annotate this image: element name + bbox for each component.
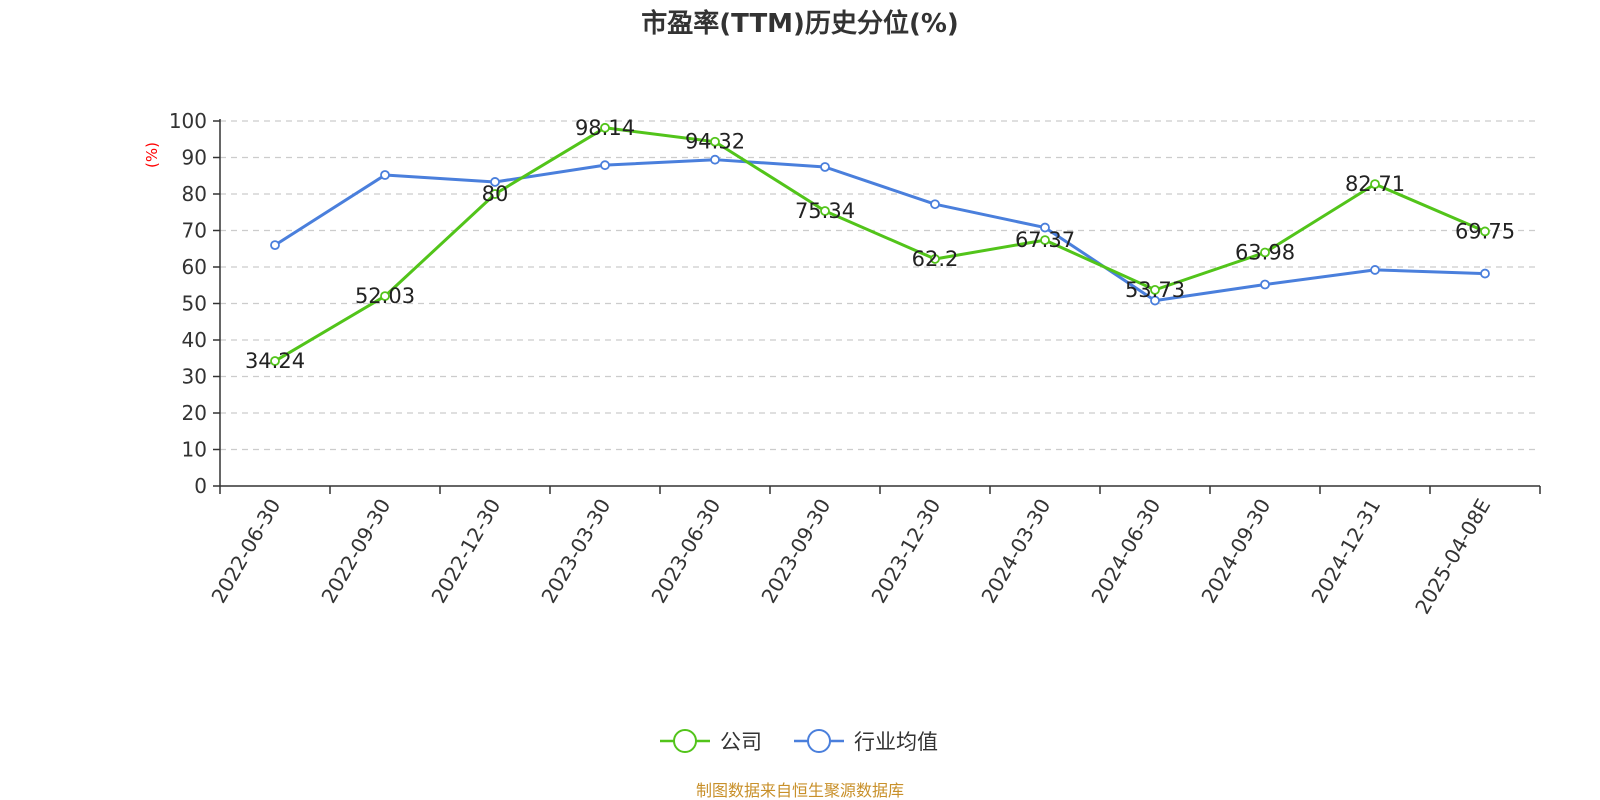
data-point[interactable] [1260, 279, 1270, 290]
x-tick-label: 2024-03-30 [976, 495, 1055, 608]
y-tick-label: 30 [182, 365, 207, 389]
data-point[interactable] [380, 170, 390, 180]
data-label: 67.37 [1015, 228, 1075, 252]
series-line [274, 158, 1486, 303]
x-tick-labels: 2022-06-30 2022-09-30 2022-12-30 2023-03-30… [206, 495, 1495, 619]
data-label: 82.71 [1345, 172, 1405, 196]
legend-label: 公司 [720, 730, 762, 754]
legend-marker [673, 729, 697, 753]
x-tick-label: 2023-06-30 [646, 495, 725, 608]
data-point[interactable] [380, 291, 390, 301]
data-point[interactable] [710, 136, 720, 147]
y-tick-label: 20 [182, 401, 207, 425]
source-note: 制图数据来自恒生聚源数据库 [696, 781, 904, 800]
data-point[interactable] [270, 240, 280, 251]
y-axis-label: (%) [143, 142, 161, 168]
data-point[interactable] [1150, 284, 1160, 295]
y-tick-label: 0 [194, 474, 207, 498]
y-tick-label: 100 [169, 109, 207, 133]
x-tick-label: 2023-03-30 [536, 495, 615, 608]
data-labels: 34.24 52.03 80 98.14 94.32 75.34 62.2 67.37 53.7… [245, 116, 1515, 373]
data-label: 34.24 [245, 349, 305, 373]
data-point[interactable] [490, 189, 500, 199]
data-point[interactable] [1150, 295, 1160, 306]
data-label: 80 [482, 182, 509, 206]
x-tick-label: 2022-12-30 [426, 495, 505, 608]
data-point[interactable] [820, 162, 830, 172]
data-point[interactable] [1040, 235, 1050, 245]
x-tick-label: 2022-06-30 [206, 495, 285, 608]
data-point[interactable] [600, 160, 610, 171]
y-tick-label: 60 [182, 255, 207, 279]
data-point[interactable] [600, 122, 610, 133]
data-point[interactable] [820, 206, 830, 216]
data-label: 75.34 [795, 199, 855, 223]
data-label: 94.32 [685, 130, 745, 154]
legend-item[interactable]: 行业均值 [794, 729, 938, 754]
chart-title: 市盈率(TTM)历史分位(%) [641, 8, 959, 39]
legend-marker [807, 729, 831, 753]
series-line [274, 126, 1486, 363]
series-points [270, 122, 1490, 366]
x-tick-label: 2024-12-31 [1306, 495, 1385, 608]
data-label: 52.03 [355, 284, 415, 308]
y-tick-label: 70 [182, 219, 207, 243]
x-tick-label: 2023-09-30 [756, 495, 835, 608]
y-tick-labels: 0 10 20 30 40 50 60 70 80 90 100 [169, 109, 207, 498]
legend-item[interactable]: 公司 [660, 729, 762, 754]
data-label: 62.2 [912, 247, 959, 271]
y-tick-label: 50 [182, 292, 207, 316]
data-point[interactable] [930, 199, 940, 210]
data-point[interactable] [1260, 247, 1270, 258]
data-point[interactable] [1370, 179, 1380, 190]
data-point[interactable] [270, 356, 280, 366]
data-point[interactable] [1480, 226, 1490, 237]
x-tick-label: 2025-04-08E [1410, 495, 1495, 619]
y-tick-label: 40 [182, 328, 207, 352]
data-point[interactable] [1480, 268, 1490, 279]
legend[interactable]: 公司 行业均值 [660, 729, 938, 754]
x-tick-label: 2023-12-30 [866, 495, 945, 608]
x-tick-label: 2022-09-30 [316, 495, 395, 608]
data-point[interactable] [1370, 265, 1380, 275]
data-point[interactable] [490, 177, 500, 187]
data-point[interactable] [930, 254, 940, 264]
y-tick-label: 90 [182, 146, 207, 170]
y-tick-label: 80 [182, 182, 207, 206]
data-label: 69.75 [1455, 219, 1515, 243]
data-label: 98.14 [575, 116, 635, 140]
data-label: 63.98 [1235, 240, 1295, 264]
series-lines [274, 126, 1486, 363]
grid-lines [220, 120, 1540, 451]
x-tick-label: 2024-09-30 [1196, 495, 1275, 608]
axes [213, 119, 1541, 494]
data-point[interactable] [1040, 222, 1050, 233]
data-label: 53.73 [1125, 278, 1185, 302]
legend-label: 行业均值 [854, 730, 938, 754]
y-tick-label: 10 [182, 438, 207, 462]
data-point[interactable] [710, 154, 720, 165]
x-tick-label: 2024-06-30 [1086, 495, 1165, 608]
